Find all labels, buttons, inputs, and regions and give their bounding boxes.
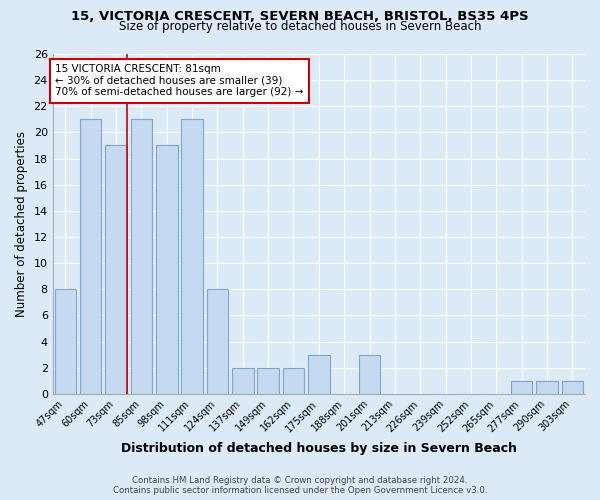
Text: Size of property relative to detached houses in Severn Beach: Size of property relative to detached ho… — [119, 20, 481, 33]
Bar — [308, 354, 329, 394]
X-axis label: Distribution of detached houses by size in Severn Beach: Distribution of detached houses by size … — [121, 442, 517, 455]
Text: 15 VICTORIA CRESCENT: 81sqm
← 30% of detached houses are smaller (39)
70% of sem: 15 VICTORIA CRESCENT: 81sqm ← 30% of det… — [55, 64, 304, 98]
Bar — [80, 120, 101, 394]
Bar — [105, 146, 127, 394]
Text: Contains HM Land Registry data © Crown copyright and database right 2024.
Contai: Contains HM Land Registry data © Crown c… — [113, 476, 487, 495]
Bar — [283, 368, 304, 394]
Bar — [206, 289, 228, 394]
Bar — [536, 380, 558, 394]
Bar — [131, 120, 152, 394]
Bar — [562, 380, 583, 394]
Bar — [156, 146, 178, 394]
Bar — [232, 368, 254, 394]
Bar — [359, 354, 380, 394]
Bar — [511, 380, 532, 394]
Text: 15, VICTORIA CRESCENT, SEVERN BEACH, BRISTOL, BS35 4PS: 15, VICTORIA CRESCENT, SEVERN BEACH, BRI… — [71, 10, 529, 23]
Bar — [257, 368, 279, 394]
Bar — [181, 120, 203, 394]
Y-axis label: Number of detached properties: Number of detached properties — [15, 131, 28, 317]
Bar — [55, 289, 76, 394]
